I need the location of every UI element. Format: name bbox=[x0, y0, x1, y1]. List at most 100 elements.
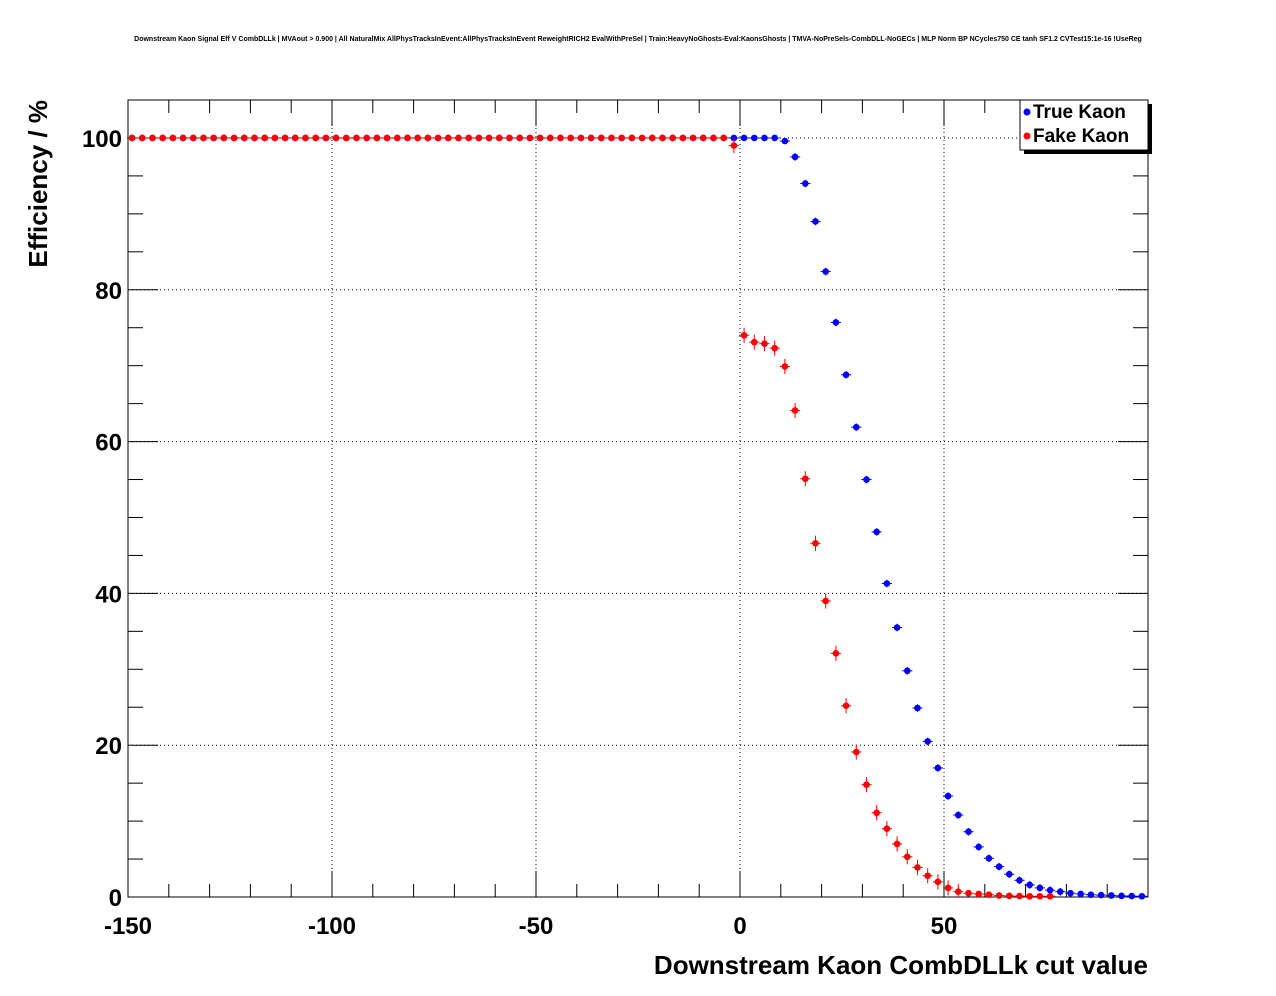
data-point bbox=[424, 134, 432, 142]
data-point bbox=[842, 702, 850, 710]
data-point bbox=[485, 134, 493, 142]
x-tick-label: -150 bbox=[104, 913, 152, 940]
plot-frame bbox=[127, 99, 1149, 898]
data-point bbox=[750, 134, 758, 142]
data-point bbox=[740, 332, 748, 339]
data-point bbox=[179, 134, 187, 142]
data-point bbox=[1016, 892, 1023, 900]
data-point bbox=[1046, 892, 1054, 900]
data-point bbox=[220, 134, 228, 142]
data-point bbox=[924, 872, 931, 880]
data-point bbox=[271, 134, 279, 142]
y-axis-title: Efficiency / % bbox=[23, 100, 53, 268]
data-point bbox=[1056, 888, 1064, 895]
data-point bbox=[710, 134, 717, 142]
data-point bbox=[944, 884, 952, 892]
data-point bbox=[1118, 892, 1125, 900]
data-point bbox=[149, 134, 156, 142]
data-point bbox=[873, 809, 880, 817]
data-point bbox=[812, 218, 819, 225]
data-point bbox=[1005, 870, 1013, 878]
data-point bbox=[944, 792, 952, 800]
data-point bbox=[444, 134, 452, 142]
data-point bbox=[1005, 892, 1013, 900]
data-point bbox=[832, 650, 840, 657]
data-point bbox=[404, 134, 411, 142]
data-series bbox=[126, 134, 1147, 900]
data-point bbox=[985, 891, 993, 899]
data-point bbox=[638, 134, 646, 142]
data-point bbox=[516, 134, 523, 142]
data-point bbox=[353, 134, 360, 142]
data-point bbox=[975, 843, 982, 851]
legend: True Kaon Fake Kaon bbox=[1019, 99, 1152, 154]
data-point bbox=[332, 134, 340, 142]
data-point bbox=[312, 134, 319, 142]
data-point bbox=[169, 134, 177, 142]
data-point bbox=[761, 340, 768, 347]
data-point bbox=[893, 624, 901, 631]
data-point bbox=[1067, 889, 1074, 897]
data-point bbox=[995, 892, 1003, 899]
legend-label-true-kaon: True Kaon bbox=[1033, 102, 1126, 123]
data-point bbox=[771, 134, 778, 142]
data-point bbox=[128, 134, 136, 142]
data-point bbox=[791, 407, 799, 414]
data-point bbox=[210, 134, 217, 142]
data-point bbox=[414, 134, 421, 142]
data-point bbox=[434, 134, 442, 142]
series-fake-kaon bbox=[126, 134, 1056, 900]
data-point bbox=[1138, 892, 1146, 900]
data-point bbox=[689, 134, 697, 142]
data-point bbox=[628, 134, 636, 142]
data-point bbox=[567, 134, 574, 142]
data-point bbox=[679, 134, 687, 142]
data-point bbox=[291, 134, 299, 142]
data-point bbox=[832, 319, 840, 326]
legend-label-fake-kaon: Fake Kaon bbox=[1033, 126, 1129, 147]
data-point bbox=[1077, 890, 1084, 898]
y-tick-label: 20 bbox=[95, 733, 122, 760]
data-point bbox=[322, 134, 330, 142]
data-point bbox=[1046, 886, 1054, 894]
y-tick-label: 100 bbox=[82, 126, 122, 153]
data-point bbox=[975, 890, 982, 898]
tick-labels: -150 -100 -50 0 50 0 20 40 60 80 100 bbox=[82, 126, 957, 940]
data-point bbox=[546, 134, 554, 142]
data-point bbox=[852, 423, 860, 431]
data-point bbox=[648, 134, 656, 142]
data-point bbox=[383, 134, 391, 142]
data-point bbox=[506, 134, 513, 142]
data-point bbox=[1036, 892, 1044, 900]
data-point bbox=[995, 863, 1003, 870]
data-point bbox=[138, 134, 146, 142]
data-point bbox=[720, 134, 727, 142]
data-point bbox=[771, 344, 778, 352]
data-point bbox=[455, 134, 462, 142]
data-point bbox=[954, 888, 962, 895]
data-point bbox=[863, 781, 870, 788]
data-point bbox=[781, 363, 789, 370]
data-point bbox=[1097, 891, 1105, 899]
data-point bbox=[903, 667, 911, 675]
data-point bbox=[557, 134, 564, 142]
data-point bbox=[189, 134, 197, 142]
data-point bbox=[954, 811, 962, 819]
x-tick-label: 50 bbox=[931, 913, 958, 940]
data-point bbox=[393, 134, 401, 142]
x-tick-label: 0 bbox=[733, 913, 746, 940]
data-point bbox=[1036, 884, 1044, 892]
data-point bbox=[618, 134, 625, 142]
data-point bbox=[903, 853, 911, 861]
data-point bbox=[965, 889, 972, 897]
axis-ticks bbox=[127, 99, 1149, 898]
data-point bbox=[475, 134, 483, 142]
data-point bbox=[750, 338, 758, 346]
data-point bbox=[965, 828, 972, 836]
data-point bbox=[659, 134, 666, 142]
legend-marker-true-kaon bbox=[1023, 108, 1031, 116]
data-point bbox=[893, 840, 901, 848]
data-point bbox=[587, 134, 595, 142]
data-point bbox=[914, 864, 921, 871]
